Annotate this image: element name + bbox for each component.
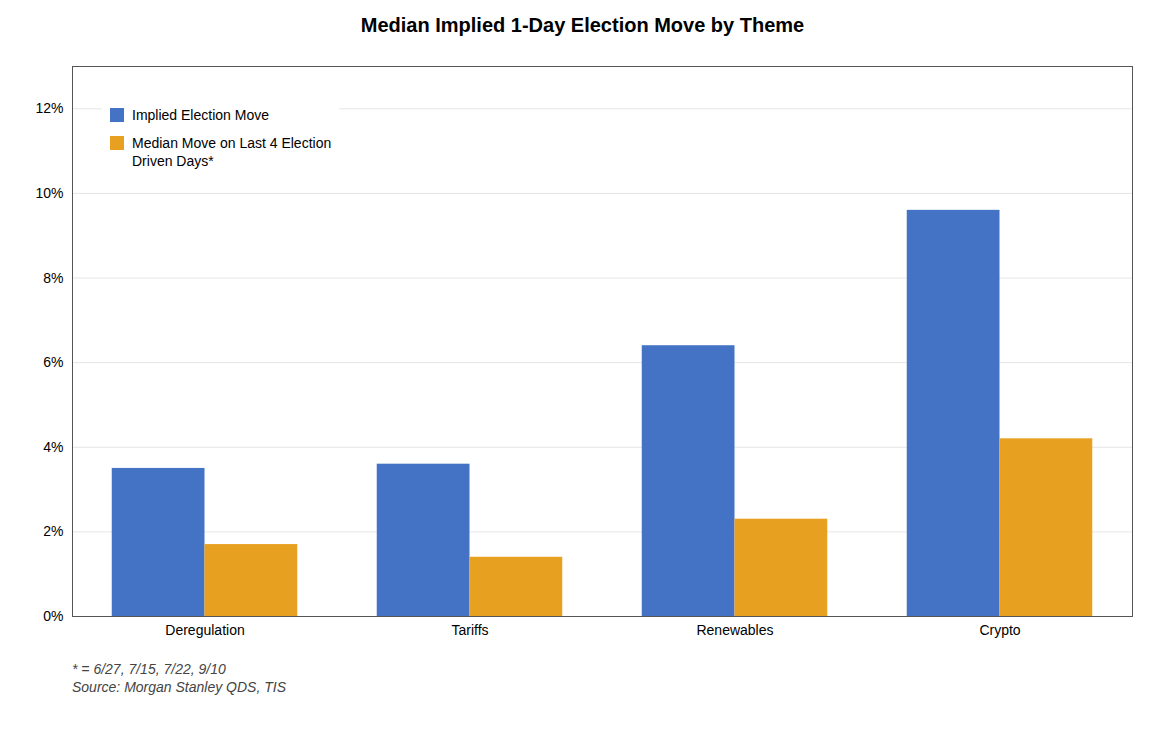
svg-text:4%: 4% [43, 439, 63, 455]
html-text:Median Implied 1-Day Election: Median Implied 1-Day Election Move by Th… [360, 14, 805, 36]
svg-text:10%: 10% [35, 185, 63, 201]
svg-text:Crypto: Crypto [979, 622, 1020, 638]
html-text:Median Move on Last 4 Election: Median Move on Last 4 Election Driven Da… [132, 135, 332, 169]
html-text:Implied Election Move: Implied Election Move [132, 107, 269, 123]
svg-text:8%: 8% [43, 270, 63, 286]
svg-text:12%: 12% [35, 100, 63, 116]
svg-text:Tariffs: Tariffs [451, 622, 488, 638]
svg-text:Renewables: Renewables [696, 622, 773, 638]
html-text:* = 6/27, 7/15, 7/22, 9/10 Sou: * = 6/27, 7/15, 7/22, 9/10 Source: Morga… [72, 661, 286, 695]
svg-text:Deregulation: Deregulation [165, 622, 244, 638]
svg-text:2%: 2% [43, 523, 63, 539]
svg-text:6%: 6% [43, 354, 63, 370]
svg-text:0%: 0% [43, 608, 63, 624]
